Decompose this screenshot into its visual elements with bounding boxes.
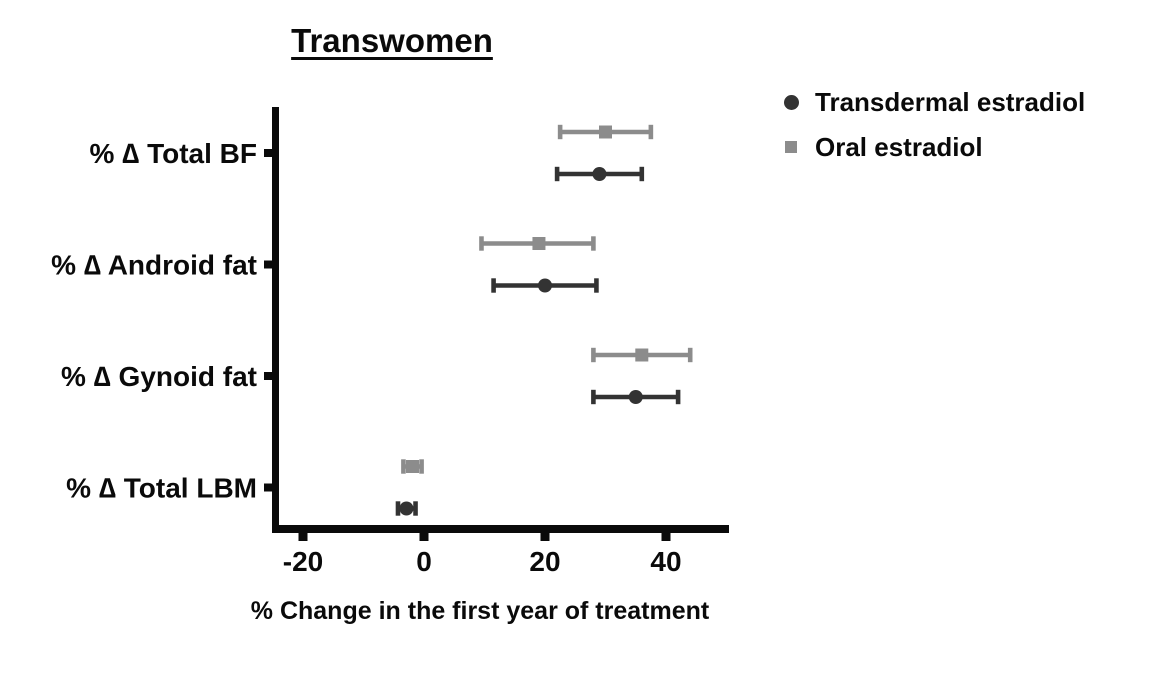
x-tick-label: 20 (529, 546, 560, 577)
category-label: % ∆ Total LBM (66, 473, 257, 504)
x-tick-label: -20 (283, 546, 323, 577)
data-point-circle (399, 501, 414, 516)
category-label: % ∆ Gynoid fat (61, 361, 257, 392)
legend-item-transdermal: Transdermal estradiol (768, 86, 1085, 118)
data-point-circle (592, 167, 607, 181)
x-tick-label: 40 (650, 546, 681, 577)
legend-label: Transdermal estradiol (815, 86, 1086, 117)
circle-marker-icon (784, 94, 799, 110)
x-tick-label: 0 (416, 546, 432, 577)
category-label: % ∆ Total BF (90, 138, 258, 169)
legend-label: Oral estradiol (815, 131, 983, 162)
data-point-square (406, 460, 420, 473)
category-label: % ∆ Android fat (51, 250, 257, 281)
x-axis-title: % Change in the first year of treatment (250, 597, 710, 625)
legend-item-oral: Oral estradiol (768, 131, 1085, 163)
data-point-square (599, 125, 612, 139)
data-point-square (532, 237, 546, 250)
chart-title: Transwomen (291, 22, 493, 59)
data-point-square (635, 348, 649, 362)
data-point-circle (538, 278, 552, 293)
data-point-circle (628, 390, 643, 404)
square-marker-icon (785, 141, 797, 153)
legend: Transdermal estradiol Oral estradiol (768, 86, 1085, 163)
